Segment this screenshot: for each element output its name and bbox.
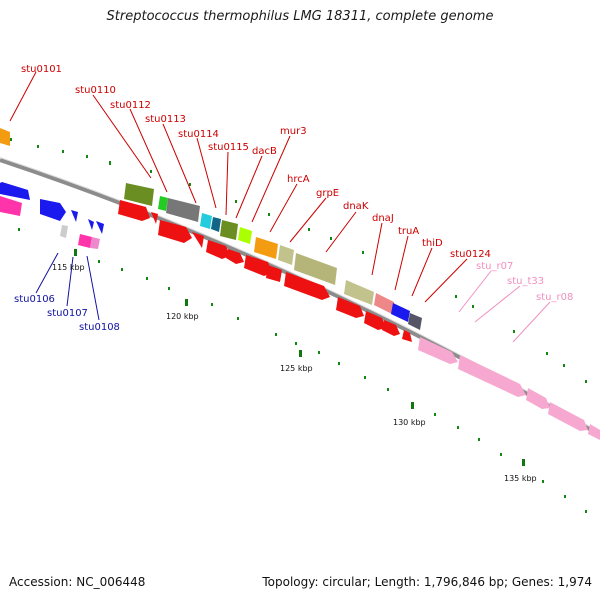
gene-label-mur3: mur3	[280, 126, 307, 137]
gene-label-stu_r07: stu_r07	[476, 261, 513, 272]
genome-backbone	[0, 158, 600, 437]
map-title: Streptococcus thermophilus LMG 18311, co…	[106, 9, 494, 24]
gene-label-dnaJ: dnaJ	[372, 213, 394, 224]
gene-labels-reverse: stu0106 stu0107 stu0108	[14, 294, 120, 333]
gene-label-stu_r08: stu_r08	[536, 292, 573, 303]
gene-label-stu0110: stu0110	[75, 85, 116, 96]
feature-band-forward-cds[interactable]	[118, 200, 412, 342]
gene-label-thiD: thiD	[422, 238, 443, 249]
gene-label-stu0114: stu0114	[178, 129, 219, 140]
gene-label-dnaK: dnaK	[343, 201, 369, 212]
gene-label-stu_t33: stu_t33	[507, 276, 544, 287]
leader-lines	[9, 71, 551, 343]
gene-label-grpE: grpE	[316, 188, 339, 199]
feature-band-upper[interactable]	[124, 183, 422, 330]
gene-label-stu0124: stu0124	[450, 249, 491, 260]
scale-label-120: 120 kbp	[166, 312, 199, 321]
gene-label-stu0107: stu0107	[47, 308, 88, 319]
gene-label-stu0108: stu0108	[79, 322, 120, 333]
inner-dot-track	[18, 228, 587, 513]
gene-label-stu0113: stu0113	[145, 114, 186, 125]
outer-dot-track	[10, 138, 587, 383]
feature-reverse-left[interactable]	[0, 182, 104, 249]
gene-label-stu0112: stu0112	[110, 100, 151, 111]
gene-label-stu0101: stu0101	[21, 64, 62, 75]
feature-stu0101[interactable]	[0, 128, 10, 146]
gene-label-hrcA: hrcA	[287, 174, 310, 185]
scale-label-125: 125 kbp	[280, 364, 313, 373]
accession-label: Accession: NC_006448	[9, 575, 146, 589]
scale-ticks	[74, 249, 525, 466]
genome-summary: Topology: circular; Length: 1,796,846 bp…	[262, 575, 592, 589]
scale-labels: 115 kbp 120 kbp 125 kbp 130 kbp 135 kbp	[52, 263, 537, 483]
gene-label-stu0106: stu0106	[14, 294, 55, 305]
scale-label-115: 115 kbp	[52, 263, 85, 272]
gene-label-stu0115: stu0115	[208, 142, 249, 153]
gene-label-truA: truA	[398, 226, 419, 237]
scale-label-130: 130 kbp	[393, 418, 426, 427]
gene-labels-forward: stu0101 stu0110 stu0112 stu0113 stu0114 …	[21, 64, 573, 303]
feature-band-rrna[interactable]	[418, 337, 600, 440]
gene-label-dacB: dacB	[252, 146, 277, 157]
scale-label-135: 135 kbp	[504, 474, 537, 483]
